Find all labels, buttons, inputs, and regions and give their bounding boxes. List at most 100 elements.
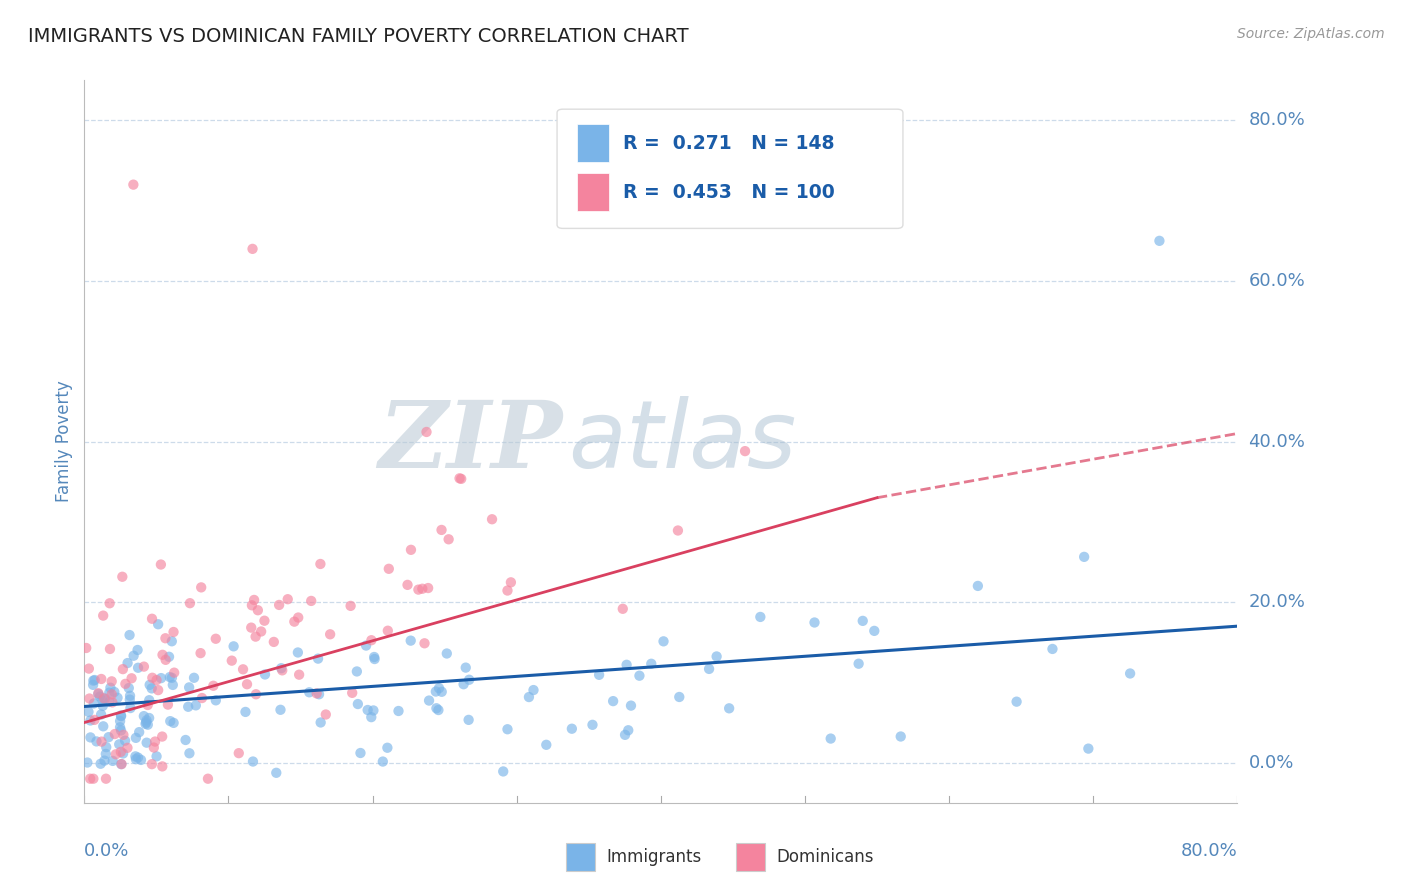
Point	[90, 756, 112, 771]
Point	[94, 747, 117, 761]
Point	[79, 691, 101, 706]
Point	[104, 747, 127, 762]
Point	[100, 674, 122, 689]
Point	[522, 683, 544, 698]
Point	[966, 579, 988, 593]
Point	[98, 695, 121, 709]
Point	[820, 731, 842, 746]
Point	[118, 681, 141, 695]
Point	[132, 659, 155, 673]
Point	[449, 471, 471, 485]
Point	[242, 242, 264, 256]
FancyBboxPatch shape	[567, 843, 595, 871]
Point	[89, 690, 111, 704]
Point	[141, 757, 163, 772]
Point	[91, 693, 114, 707]
Point	[612, 602, 634, 616]
Point	[1077, 741, 1099, 756]
Point	[269, 703, 291, 717]
Point	[108, 714, 131, 728]
Point	[127, 643, 149, 657]
Point	[852, 614, 875, 628]
Point	[114, 677, 136, 691]
Point	[458, 673, 481, 687]
Point	[108, 737, 131, 751]
Text: atlas: atlas	[568, 396, 797, 487]
Point	[162, 715, 184, 730]
Point	[101, 754, 124, 768]
Point	[117, 656, 139, 670]
Point	[536, 738, 558, 752]
Point	[110, 709, 132, 723]
Point	[399, 542, 422, 557]
Text: 80.0%: 80.0%	[1181, 842, 1237, 860]
Point	[346, 665, 368, 679]
Point	[1005, 695, 1028, 709]
Point	[141, 671, 163, 685]
Point	[108, 720, 131, 734]
Point	[90, 707, 112, 722]
Point	[1149, 234, 1171, 248]
Point	[246, 603, 269, 617]
Point	[118, 692, 141, 706]
Point	[107, 690, 129, 705]
Text: ZIP: ZIP	[378, 397, 562, 486]
Point	[1119, 666, 1142, 681]
Point	[121, 671, 143, 685]
Point	[156, 698, 179, 712]
Point	[418, 693, 440, 707]
Point	[236, 677, 259, 691]
Point	[1073, 549, 1095, 564]
Point	[77, 705, 100, 719]
Point	[581, 718, 603, 732]
Point	[142, 740, 165, 755]
Point	[129, 753, 152, 767]
Point	[98, 596, 121, 610]
Point	[179, 746, 201, 760]
Point	[145, 673, 167, 687]
Point	[378, 562, 401, 576]
FancyBboxPatch shape	[576, 124, 609, 162]
Text: R =  0.271   N = 148: R = 0.271 N = 148	[623, 134, 834, 153]
Point	[240, 599, 263, 613]
Point	[110, 757, 132, 772]
Text: 60.0%: 60.0%	[1249, 272, 1305, 290]
Point	[339, 599, 361, 613]
Point	[93, 691, 115, 706]
Point	[128, 725, 150, 739]
Point	[97, 730, 120, 744]
Text: 40.0%: 40.0%	[1249, 433, 1305, 450]
Point	[270, 661, 292, 675]
Point	[79, 772, 101, 786]
Point	[315, 707, 337, 722]
Point	[240, 621, 263, 635]
Text: R =  0.453   N = 100: R = 0.453 N = 100	[623, 183, 835, 202]
Point	[152, 648, 174, 662]
Point	[492, 764, 515, 779]
Point	[666, 524, 689, 538]
Point	[242, 755, 264, 769]
Point	[77, 662, 100, 676]
Point	[98, 642, 121, 657]
Point	[517, 690, 540, 704]
Point	[162, 625, 184, 640]
Point	[197, 772, 219, 786]
Point	[141, 612, 163, 626]
Point	[360, 710, 382, 724]
Point	[76, 756, 98, 770]
Point	[697, 662, 720, 676]
Point	[347, 697, 370, 711]
Point	[396, 578, 419, 592]
Point	[83, 697, 105, 711]
Point	[269, 598, 291, 612]
Point	[146, 683, 169, 698]
Point	[91, 608, 114, 623]
Point	[179, 681, 201, 695]
Point	[103, 685, 125, 699]
Point	[114, 733, 136, 747]
Point	[430, 523, 453, 537]
Point	[101, 695, 124, 709]
Point	[363, 650, 385, 665]
Point	[253, 614, 276, 628]
Point	[245, 687, 267, 701]
